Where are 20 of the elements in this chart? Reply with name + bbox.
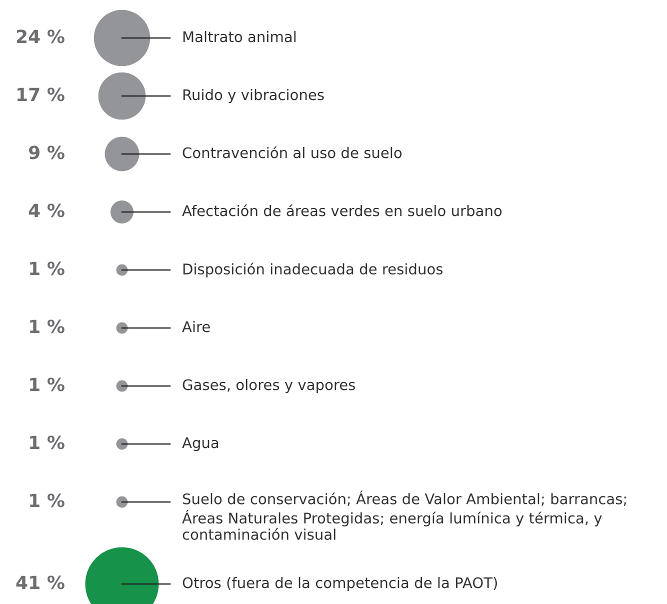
category-label: Afectación de áreas verdes en suelo urbano <box>182 204 502 216</box>
data-label: 1 % <box>30 494 64 508</box>
category-label: Contravención al uso de suelo <box>182 146 402 158</box>
category-label: Aire <box>182 320 210 332</box>
data-label: 24 % <box>16 30 64 44</box>
category-label: Ruido y vibraciones <box>183 88 324 104</box>
category-label: Gases, olores y vapores <box>182 378 355 394</box>
data-label: 4 % <box>28 204 64 218</box>
category-label: Otros (fuera de la competencia de la PAOT) <box>182 576 497 592</box>
data-label: 9 % <box>28 146 64 160</box>
data-label: 1 % <box>30 262 64 276</box>
data-label: 1 % <box>30 436 64 450</box>
data-label: 17 % <box>18 88 64 102</box>
data-label: 1 % <box>30 320 64 334</box>
category-label: Disposición inadecuada de residuos <box>183 262 443 278</box>
category-label: Agua <box>182 437 218 452</box>
data-label: 1 % <box>30 378 64 392</box>
category-label: Suelo de conservación; Áreas de Valor Ambiental; barrancas; Áreas Naturales Protegidas; energía lumínica y térmica, y contaminación visual <box>182 490 626 540</box>
data-label: 41 % <box>16 576 64 590</box>
category-label: Maltrato animal <box>183 30 296 42</box>
